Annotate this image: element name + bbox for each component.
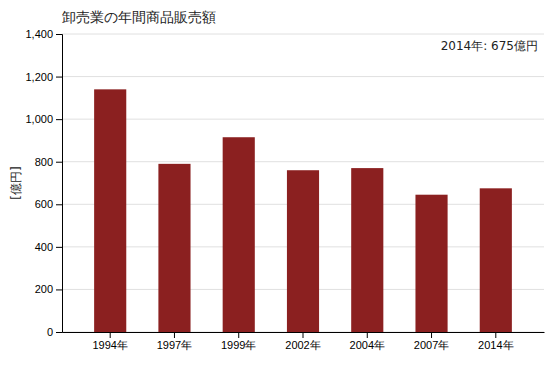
y-tick-label: 1,200: [25, 71, 53, 83]
x-tick-label: 2004年: [350, 339, 385, 351]
y-axis-label: [億円]: [9, 166, 23, 199]
grid-line: [62, 161, 544, 162]
y-tick-label: 800: [35, 156, 53, 168]
x-tick-label: 2007年: [414, 339, 449, 351]
y-tick-mark: [56, 332, 62, 333]
grid: [62, 34, 544, 332]
x-tick-label: 2014年: [478, 339, 513, 351]
y-tick-mark: [56, 119, 62, 120]
x-tick-label: 2002年: [285, 339, 320, 351]
y-tick-label: 0: [47, 326, 53, 338]
grid-line: [62, 76, 544, 77]
y-tick: 1,400: [25, 28, 62, 40]
y-axis-line: [56, 35, 63, 333]
bar: [415, 195, 447, 332]
x-tick: 1994年: [92, 332, 127, 351]
y-tick-mark: [56, 247, 62, 248]
y-tick-label: 600: [35, 198, 53, 210]
grid-line: [62, 119, 544, 120]
x-tick: 2014年: [478, 332, 513, 351]
y-tick: 600: [35, 198, 62, 210]
y-tick-label: 1,400: [25, 28, 53, 40]
annotation: 2014年: 675億円: [441, 39, 538, 53]
x-tick-mark: [110, 332, 111, 338]
x-tick-label: 1994年: [92, 339, 127, 351]
x-tick: 1997年: [157, 332, 192, 351]
x-tick-label: 1999年: [221, 339, 256, 351]
bar: [223, 137, 255, 332]
y-tick-mark: [56, 162, 62, 163]
y-tick: 400: [35, 241, 62, 253]
y-tick-mark: [56, 34, 62, 35]
chart-container: 1994年 1997年 1999年 2002年 2004年 2007年 2014年 0 200 4…: [0, 0, 560, 366]
bar: [158, 164, 190, 332]
x-tick-mark: [238, 332, 239, 338]
y-tick: 200: [35, 283, 62, 295]
x-tick: 2007年: [414, 332, 449, 351]
x-tick: 1999年: [221, 332, 256, 351]
y-tick-mark: [56, 204, 62, 205]
y-tick: 1,000: [25, 113, 62, 125]
y-tick-label: 200: [35, 283, 53, 295]
bar: [94, 89, 126, 332]
y-axis: 0 200 400 600 800 1,000 1,200 1,400: [25, 28, 62, 338]
x-tick-mark: [431, 332, 432, 338]
x-tick-mark: [495, 332, 496, 338]
x-tick-mark: [303, 332, 304, 338]
x-tick-label: 1997年: [157, 339, 192, 351]
x-tick-mark: [367, 332, 368, 338]
bar: [351, 168, 383, 332]
chart-svg: 1994年 1997年 1999年 2002年 2004年 2007年 2014年 0 200 4…: [0, 0, 560, 366]
y-tick-label: 1,000: [25, 113, 53, 125]
bar: [480, 188, 512, 332]
x-tick: 2002年: [285, 332, 320, 351]
y-tick-label: 400: [35, 241, 53, 253]
x-axis: 1994年 1997年 1999年 2002年 2004年 2007年 2014年: [63, 332, 545, 351]
y-tick: 0: [47, 326, 62, 338]
x-tick: 2004年: [350, 332, 385, 351]
title: 卸売業の年間商品販売額: [62, 9, 216, 25]
y-tick-mark: [56, 77, 62, 78]
bars: [94, 89, 512, 332]
bar: [287, 170, 319, 332]
x-tick-mark: [174, 332, 175, 338]
y-tick-mark: [56, 289, 62, 290]
y-tick: 1,200: [25, 71, 62, 83]
grid-line: [62, 34, 544, 35]
y-tick: 800: [35, 156, 62, 168]
